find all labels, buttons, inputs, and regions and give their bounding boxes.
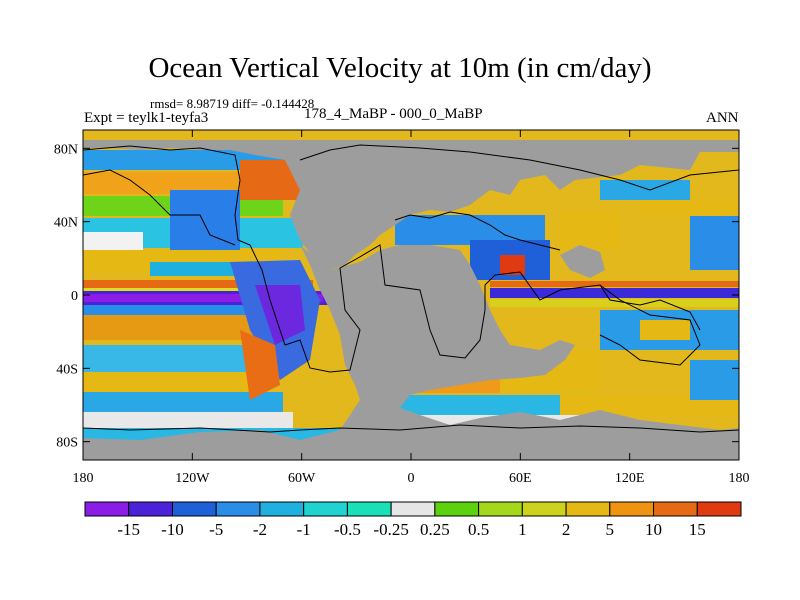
colorbar-label: -2: [253, 520, 267, 539]
x-tick-label: 120E: [615, 471, 645, 486]
colorbar-swatch: [390, 501, 436, 517]
x-tick-label: 60E: [509, 471, 532, 486]
colorbar-swatch: [215, 501, 261, 517]
colorbar-label: 0.5: [468, 520, 489, 539]
colorbar-swatch: [259, 501, 305, 517]
colorbar: [84, 501, 742, 517]
colorbar-label: -5: [209, 520, 223, 539]
colorbar-label: 15: [689, 520, 706, 539]
stats-line: rmsd= 8.98719 diff= -0.144428: [150, 96, 315, 111]
colorbar-swatch: [478, 501, 523, 517]
y-tick-label: 40S: [56, 362, 78, 377]
colorbar-swatch: [171, 501, 217, 517]
y-tick-label: 80S: [56, 436, 78, 451]
colorbar-label: -15: [117, 520, 140, 539]
colorbar-swatch: [653, 501, 698, 517]
colorbar-label: -0.25: [373, 520, 408, 539]
colorbar-swatch: [696, 501, 742, 517]
land-mass-north: [83, 140, 739, 270]
season-label: ANN: [706, 110, 739, 126]
x-tick-label: 180: [73, 471, 94, 486]
x-tick-label: 60W: [288, 471, 316, 486]
colorbar-swatch: [84, 501, 130, 517]
colorbar-swatch: [434, 501, 480, 517]
colorbar-label: -1: [297, 520, 311, 539]
colorbar-swatch: [303, 501, 348, 517]
plot-title: Ocean Vertical Velocity at 10m (in cm/da…: [148, 52, 652, 84]
colorbar-label: 0.25: [420, 520, 450, 539]
colorbar-swatch: [565, 501, 611, 517]
x-tick-label: 120W: [175, 471, 210, 486]
colorbar-label: -10: [161, 520, 184, 539]
y-tick-label: 80N: [54, 142, 78, 157]
colorbar-label: 2: [562, 520, 571, 539]
colorbar-label: 10: [645, 520, 662, 539]
colorbar-label: 1: [518, 520, 527, 539]
experiment-label: Expt = teylk1-teyfa3: [84, 110, 209, 126]
colorbar-swatch: [346, 501, 392, 517]
ocean-field: [83, 130, 739, 460]
colorbar-swatch: [521, 501, 567, 517]
plot-subtitle: 178_4_MaBP - 000_0_MaBP: [304, 106, 483, 122]
x-tick-label: 0: [408, 471, 415, 486]
colorbar-label: -0.5: [334, 520, 361, 539]
land-mass-south: [83, 245, 739, 460]
x-tick-label: 180: [729, 471, 750, 486]
y-tick-label: 40N: [54, 216, 78, 231]
y-tick-label: 0: [71, 289, 78, 304]
colorbar-label: 5: [606, 520, 615, 539]
colorbar-swatch: [609, 501, 655, 517]
colorbar-swatch: [128, 501, 173, 517]
